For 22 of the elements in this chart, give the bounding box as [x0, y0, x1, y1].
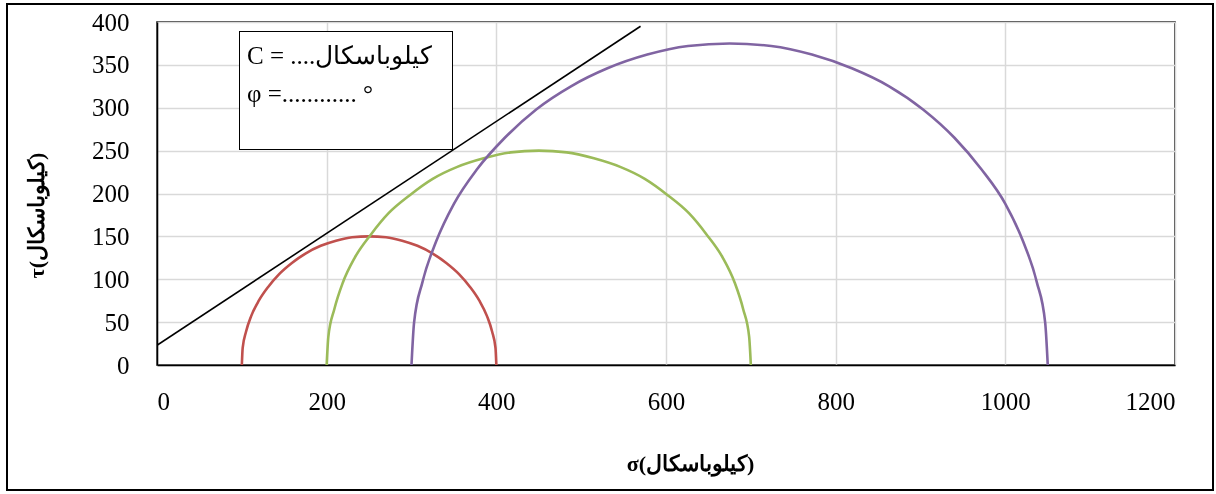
- y-tick-label: 300: [92, 94, 130, 122]
- x-axis-title: σ(کیلوباسکال): [626, 450, 755, 477]
- y-tick-label: 150: [92, 222, 130, 250]
- y-axis-title: τ(کیلوباسکال): [23, 152, 50, 279]
- x-tick-label: 200: [308, 387, 346, 415]
- line-series: [240, 235, 498, 365]
- x-tick-label: 800: [817, 387, 855, 415]
- annotation: φ =............ °: [247, 79, 375, 109]
- y-tick-label: 200: [92, 180, 130, 207]
- x-tick-label: 1200: [1125, 387, 1176, 415]
- x-tick-label: 600: [647, 387, 686, 415]
- y-tick-label: 250: [92, 137, 130, 165]
- x-tick-label: 1000: [980, 387, 1031, 415]
- line-series: [325, 149, 753, 365]
- y-tick-label: 0: [117, 351, 130, 379]
- annotation: C = ....کیلوباسکال: [247, 41, 433, 72]
- y-tick-label: 350: [92, 51, 130, 79]
- y-tick-label: 100: [92, 265, 130, 293]
- y-tick-label: 50: [104, 308, 130, 336]
- x-tick-label: 0: [157, 387, 170, 415]
- y-tick-label: 400: [92, 8, 130, 36]
- x-tick-label: 400: [478, 387, 516, 415]
